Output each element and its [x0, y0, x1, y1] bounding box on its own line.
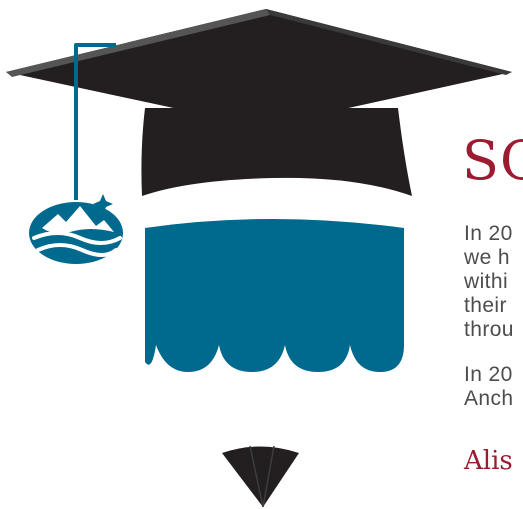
gown: [145, 219, 404, 372]
article-paragraph-1: In 20 we h withi their throu: [464, 222, 514, 342]
article-paragraph-2: In 20 Anch: [464, 363, 513, 411]
tassel: [74, 43, 116, 200]
paragraph-line: throu: [464, 318, 514, 341]
paragraph-line: Anch: [464, 387, 514, 410]
graduation-cap-icon: [6, 9, 512, 196]
paragraph-line: their: [464, 294, 507, 317]
paragraph-line: In 20: [464, 363, 513, 386]
paragraph-line: we h: [464, 246, 510, 269]
paragraph-line: In 20: [464, 222, 513, 245]
mountain-wave-logo-icon: [29, 194, 123, 264]
author-signature: Alis: [464, 446, 513, 476]
paragraph-line: withi: [464, 270, 509, 293]
collar-triangle-icon: [222, 445, 299, 508]
article-heading: SC: [462, 129, 523, 192]
